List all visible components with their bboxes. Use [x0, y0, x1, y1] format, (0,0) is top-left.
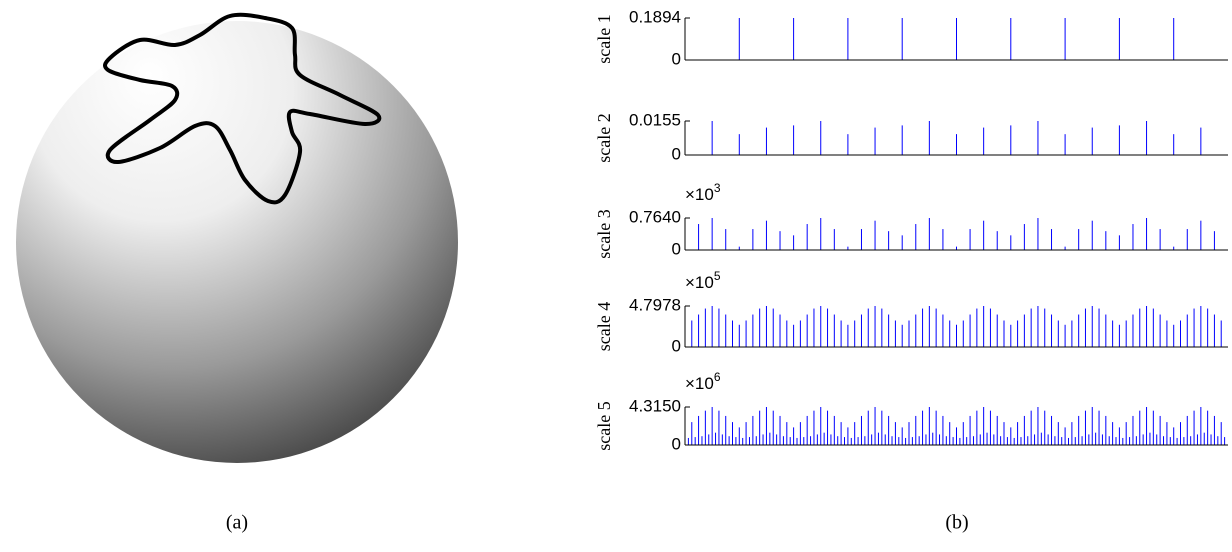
caption: (a) [226, 512, 248, 534]
y-axis-label: scale 5 [594, 401, 614, 450]
y-tick-label: 0 [672, 49, 681, 68]
figure: (a) (b) scale 1 0 0.1894 scale 2 0 0.0155 scal… [0, 0, 1232, 552]
y-tick-label: 0.0155 [629, 110, 681, 129]
multiplier-base: ×10 [685, 374, 714, 393]
multiplier-power: 3 [714, 181, 721, 195]
multiplier: ×103 [685, 181, 721, 204]
y-tick-label: 4.7978 [629, 295, 681, 314]
y-axis-label: scale 4 [594, 302, 614, 351]
y-tick-label: 0 [672, 144, 681, 163]
multiplier-power: 5 [714, 269, 721, 283]
y-axis-label: scale 2 [594, 113, 614, 162]
sphere [16, 21, 458, 463]
multiplier: ×106 [685, 370, 721, 393]
multiplier: ×105 [685, 269, 721, 292]
caption: (b) [945, 512, 968, 534]
y-tick-label: 4.3150 [629, 396, 681, 415]
y-tick-label: 0 [672, 434, 681, 453]
y-tick-label: 0.1894 [629, 7, 681, 26]
y-tick-label: 0.7640 [629, 207, 681, 226]
y-axis-label: scale 1 [594, 14, 614, 63]
multiplier-base: ×10 [685, 273, 714, 292]
y-axis-label: scale 3 [594, 209, 614, 258]
y-tick-label: 0 [672, 239, 681, 258]
multiplier-base: ×10 [685, 185, 714, 204]
multiplier-power: 6 [714, 370, 721, 384]
y-tick-label: 0 [672, 336, 681, 355]
